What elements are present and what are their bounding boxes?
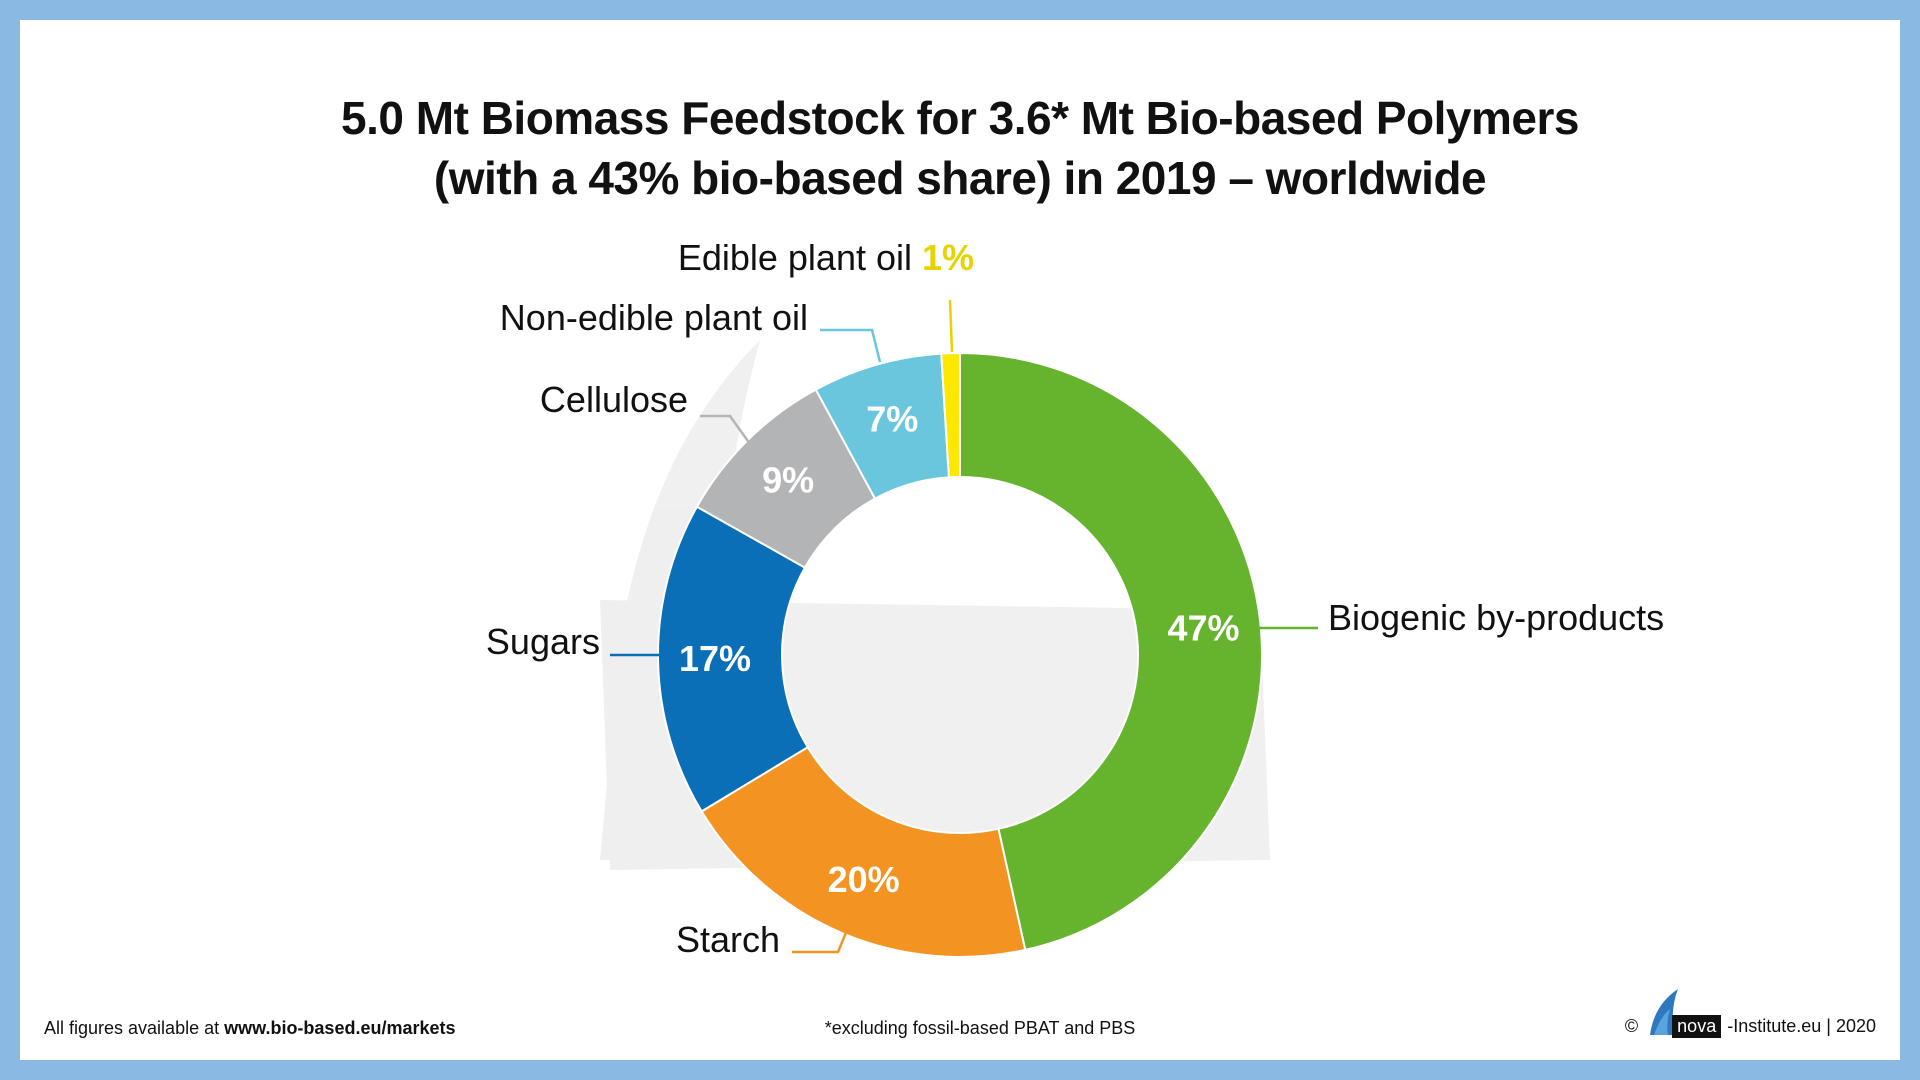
slice-edible-plant-oil (940, 351, 961, 479)
footer-copyright: © nova -Institute.eu | 2020 (1624, 989, 1876, 1042)
leader-line-edible-plant-oil (948, 299, 954, 353)
category-label-cellulose: Cellulose (540, 379, 688, 420)
footer-source-prefix: All figures available at (44, 1018, 225, 1038)
slice-biogenic-by-products (959, 351, 1263, 952)
chart-title-line-2: (with a 43% bio-based share) in 2019 – w… (433, 152, 1487, 204)
value-label-edible-plant-oil: 1% (922, 237, 974, 278)
leader-line-starch (792, 917, 854, 954)
leader-line-cellulose (700, 414, 752, 445)
footer-source-link[interactable]: www.bio-based.eu/markets (224, 1018, 456, 1038)
slice-sugars (657, 505, 810, 813)
footer-footnote: *excluding fossil-based PBAT and PBS (824, 1018, 1136, 1038)
value-label-cellulose: 9% (762, 459, 814, 500)
chart-title: 5.0 Mt Biomass Feedstock for 3.6* Mt Bio… (0, 88, 1920, 208)
category-label-non-edible-plant-oil: Non-edible plant oil (500, 297, 808, 338)
category-label-starch: Starch (676, 919, 780, 960)
copyright-symbol: © (1624, 1015, 1639, 1036)
footer-source: All figures available at www.bio-based.e… (44, 1018, 456, 1039)
category-label-sugars: Sugars (486, 621, 600, 662)
value-label-biogenic-by-products: 47% (1168, 607, 1240, 648)
nova-logo-word: nova (1672, 1014, 1722, 1038)
category-label-edible-plant-oil: Edible plant oil (678, 237, 912, 278)
footer-copyright-suffix: -Institute.eu | 2020 (1727, 1015, 1876, 1036)
category-label-biogenic-by-products: Biogenic by-products (1328, 597, 1664, 638)
chart-title-line-1: 5.0 Mt Biomass Feedstock for 3.6* Mt Bio… (341, 92, 1579, 144)
nova-sail-icon (1650, 989, 1679, 1035)
value-label-non-edible-plant-oil: 7% (866, 399, 918, 440)
value-label-starch: 20% (828, 859, 900, 900)
slice-starch (700, 745, 1027, 958)
value-label-sugars: 17% (679, 638, 751, 679)
leader-line-non-edible-plant-oil (820, 328, 882, 363)
